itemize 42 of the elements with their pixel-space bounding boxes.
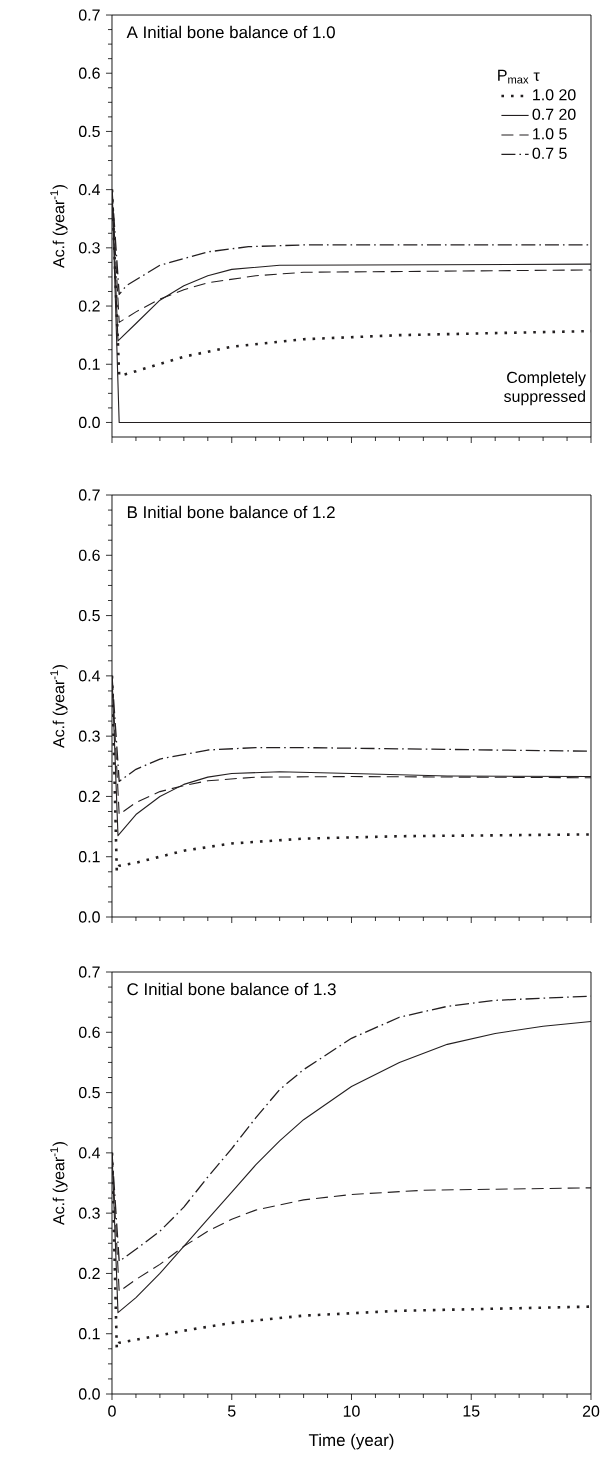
legend-label: 1.0 5 (533, 128, 567, 140)
x-tick-label: 20 (582, 1405, 600, 1417)
y-tick-label: 0.2 (78, 790, 100, 803)
y-tick-label: 0.0 (78, 911, 100, 923)
y-tick-label: 0.7 (78, 966, 100, 978)
y-tick-label: 0.5 (78, 1086, 100, 1099)
y-axis-title: Ac.f (year$^{-1}$) (50, 665, 68, 748)
y-tick-label: 0.3 (78, 730, 100, 742)
y-tick-label: 0.4 (78, 184, 100, 196)
legend-title: P$_{max}$ τ (498, 69, 540, 84)
legend-label: 1.0 20 (533, 89, 576, 101)
x-tick-label: 15 (463, 1405, 480, 1417)
annotation: Completely suppressed (503, 371, 586, 406)
x-tick-label: 0 (108, 1405, 116, 1417)
text: A Initial bone balance of 1.0 (126, 25, 335, 39)
y-tick-label: 0.4 (78, 1147, 100, 1159)
y-tick-label: 0.1 (78, 358, 100, 370)
y-tick-label: 0.2 (78, 300, 100, 312)
text: B Initial bone balance of 1.2 (127, 505, 335, 519)
x-axis-title: Time (year) (308, 1433, 394, 1450)
y-tick-label: 0.4 (78, 670, 100, 682)
legend-label: 0.7 5 (532, 147, 567, 159)
y-tick-label: 0.7 (78, 9, 100, 21)
y-tick-label: 0.7 (78, 489, 100, 501)
y-tick-label: 0.3 (78, 242, 100, 254)
y-tick-label: 0.5 (78, 125, 100, 138)
y-tick-label: 0.3 (78, 1207, 100, 1219)
y-tick-label: 0.6 (78, 549, 100, 561)
y-tick-label: 0.2 (78, 1267, 100, 1280)
y-tick-label: 0.0 (78, 416, 100, 429)
legend-label: 0.7 20 (532, 108, 576, 120)
y-tick-label: 0.6 (78, 67, 100, 79)
y-tick-label: 0.6 (78, 1026, 100, 1038)
y-tick-label: 0.0 (78, 1388, 100, 1400)
y-axis-title: Ac.f (year$^{-1}$) (50, 1142, 68, 1225)
x-tick-label: 10 (343, 1405, 360, 1417)
y-tick-label: 0.5 (78, 609, 100, 622)
y-tick-label: 0.1 (78, 1328, 100, 1340)
y-axis-title: Ac.f (year$^{-1}$) (50, 185, 68, 268)
text: C Initial bone balance of 1.3 (127, 982, 336, 996)
x-tick-label: 5 (227, 1405, 236, 1417)
y-tick-label: 0.1 (78, 851, 100, 863)
